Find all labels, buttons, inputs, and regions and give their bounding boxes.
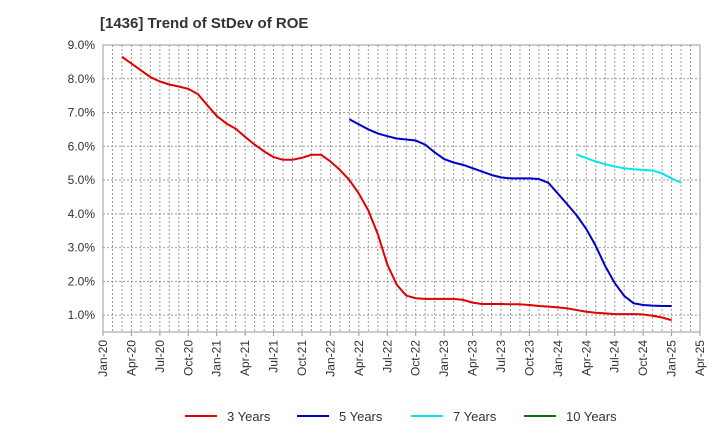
legend-label: 5 Years (339, 408, 383, 424)
y-tick-label: 5.0% (68, 173, 96, 187)
legend: 3 Years 5 Years 7 Years 10 Years (0, 406, 720, 426)
x-tick-label: Jul-23 (494, 340, 508, 373)
legend-item-1: 3 Years (185, 406, 270, 426)
x-tick-label: Oct-24 (636, 340, 650, 376)
y-tick-label: 8.0% (68, 72, 96, 86)
x-tick-label: Apr-20 (124, 340, 138, 376)
legend-swatch (185, 415, 217, 417)
y-tick-label: 6.0% (68, 139, 96, 153)
series-line-2 (348, 118, 672, 307)
y-tick-label: 2.0% (68, 274, 96, 288)
x-tick-label: Jul-24 (608, 340, 622, 373)
legend-swatch (524, 415, 556, 417)
x-tick-label: Jan-24 (551, 340, 565, 377)
x-tick-label: Apr-22 (352, 340, 366, 376)
x-tick-label: Apr-23 (466, 340, 480, 376)
x-tick-label: Oct-21 (295, 340, 309, 376)
series-line-3 (576, 153, 682, 184)
x-tick-label: Jul-21 (267, 340, 281, 373)
legend-swatch (411, 415, 443, 417)
x-tick-label: Jan-20 (96, 340, 110, 377)
legend-label: 10 Years (566, 408, 617, 424)
x-tick-label: Apr-25 (693, 340, 707, 376)
y-tick-label: 9.0% (68, 38, 96, 52)
legend-swatch (297, 415, 329, 417)
x-tick-label: Oct-22 (409, 340, 423, 376)
legend-item-3: 7 Years (411, 406, 496, 426)
legend-label: 3 Years (227, 408, 271, 424)
x-tick-label: Jan-21 (210, 340, 224, 377)
y-tick-label: 3.0% (68, 241, 96, 255)
x-tick-label: Oct-23 (522, 340, 536, 376)
y-tick-label: 7.0% (68, 106, 96, 120)
legend-label: 7 Years (453, 408, 497, 424)
x-tick-label: Jul-20 (153, 340, 167, 373)
x-tick-label: Jan-23 (437, 340, 451, 377)
chart-title: [1436] Trend of StDev of ROE (100, 15, 309, 32)
x-tick-label: Jan-22 (323, 340, 337, 377)
x-tick-label: Apr-24 (579, 340, 593, 376)
x-tick-label: Oct-20 (181, 340, 195, 376)
x-tick-label: Jan-25 (665, 340, 679, 377)
x-tick-label: Apr-21 (238, 340, 252, 376)
y-tick-label: 1.0% (68, 308, 96, 322)
legend-item-2: 5 Years (297, 406, 382, 426)
x-tick-label: Jul-22 (380, 340, 394, 373)
series-line-1 (121, 56, 672, 322)
y-tick-label: 4.0% (68, 207, 96, 221)
plot-area (102, 44, 701, 333)
legend-item-4: 10 Years (524, 406, 617, 426)
